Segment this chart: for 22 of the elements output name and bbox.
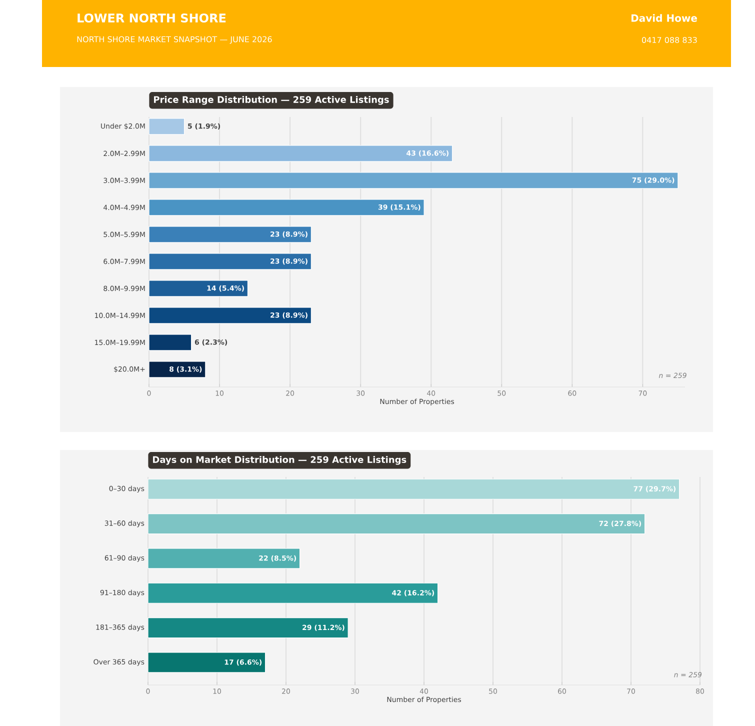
bar bbox=[148, 145, 453, 162]
chart-title: Days on Market Distribution — 259 Active Listings bbox=[153, 456, 406, 465]
bar bbox=[148, 226, 312, 243]
bar bbox=[148, 118, 185, 135]
text: David Howe bbox=[632, 14, 698, 22]
bar bbox=[148, 618, 348, 638]
bar bbox=[148, 582, 438, 604]
bar bbox=[148, 199, 424, 216]
bar bbox=[148, 361, 206, 378]
text: NORTH SHORE MARKET SNAPSHOT — JUNE 2026 bbox=[77, 36, 272, 44]
bar bbox=[148, 478, 680, 500]
bar bbox=[148, 172, 678, 189]
bar bbox=[148, 280, 248, 297]
bar bbox=[148, 334, 192, 351]
chart-title: Price Range Distribution — 259 Active Listings bbox=[154, 96, 389, 105]
bar bbox=[148, 253, 312, 270]
bar bbox=[148, 307, 312, 324]
text: 0417 088 833 bbox=[642, 36, 697, 44]
bar bbox=[148, 548, 300, 569]
text: LOWER NORTH SHORE bbox=[78, 13, 226, 23]
bar bbox=[148, 513, 646, 534]
bar bbox=[148, 652, 266, 673]
